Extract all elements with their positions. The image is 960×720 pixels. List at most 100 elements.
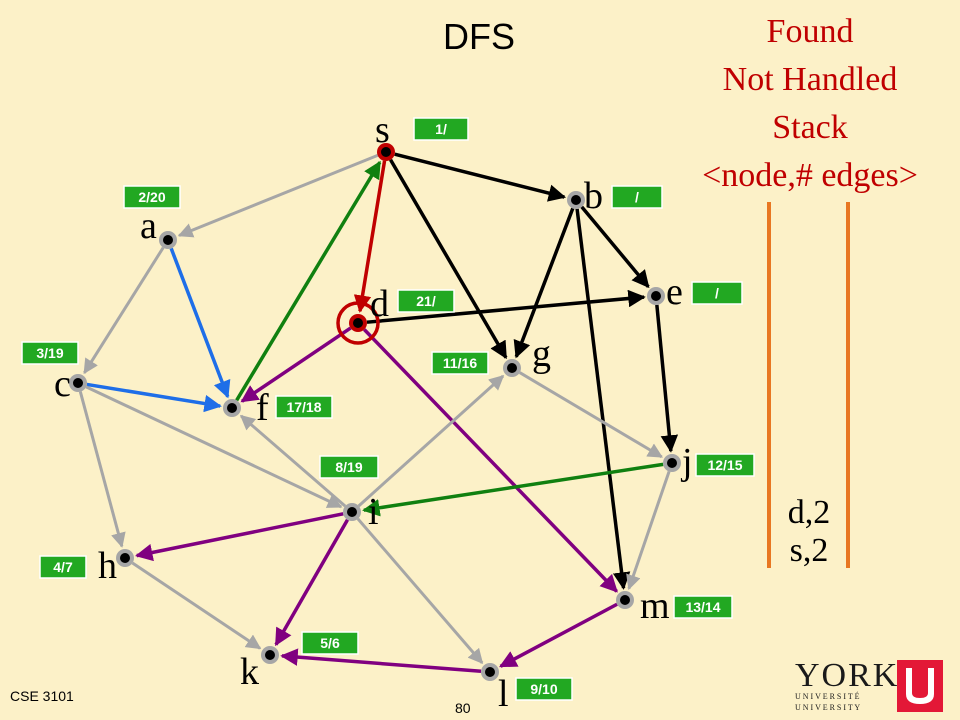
time-box-d — [397, 289, 455, 313]
edge-i-l — [356, 517, 484, 665]
time-label-g: 11/16 — [443, 355, 477, 371]
time-box-e — [691, 281, 743, 305]
time-box-a — [123, 185, 181, 209]
node-e: e / — [647, 271, 743, 313]
legend-found: Found — [766, 13, 854, 50]
time-label-d: 21/ — [416, 293, 436, 309]
page-title: DFS — [443, 16, 515, 57]
node-h: h 4/7 — [39, 545, 134, 587]
time-label-j: 12/15 — [707, 457, 742, 473]
node-label-c: c — [54, 363, 71, 405]
node-label-b: b — [584, 175, 603, 217]
node-dot-g — [507, 363, 517, 373]
time-label-s: 1/ — [435, 121, 447, 137]
node-m: m 13/14 — [616, 585, 733, 627]
edge-d-f — [240, 326, 352, 403]
edge-d-m — [362, 328, 618, 593]
time-box-c — [21, 341, 79, 365]
course-label: CSE 3101 — [10, 688, 74, 704]
edge-i-g — [357, 374, 505, 508]
edge-e-j — [655, 304, 679, 453]
edge-i-h — [135, 512, 344, 562]
node-label-a: a — [140, 205, 157, 247]
node-dot-l — [485, 667, 495, 677]
time-box-f — [275, 395, 333, 419]
time-box-k — [301, 631, 359, 655]
node-a: a2/20 — [123, 185, 181, 249]
time-label-m: 13/14 — [685, 599, 720, 615]
node-g: g 11/16 — [431, 333, 551, 377]
current-node-ring — [336, 301, 380, 345]
time-label-a: 2/20 — [138, 189, 165, 205]
edge-j-i — [362, 462, 664, 517]
edge-b-m — [575, 208, 631, 590]
node-label-k: k — [240, 651, 259, 693]
edge-s-b — [394, 152, 567, 202]
node-label-d: d — [370, 283, 389, 325]
node-dot-e — [651, 291, 661, 301]
time-label-l: 9/10 — [530, 681, 557, 697]
node-d: d 21/ — [336, 283, 455, 345]
legend-node-edges: <node,# edges> — [702, 157, 918, 194]
stack-item-top: d,2 — [787, 494, 831, 531]
time-box-g — [431, 351, 489, 375]
edge-d-e — [366, 289, 646, 324]
york-logo-word: YORK — [795, 657, 900, 694]
edge-c-i — [85, 385, 343, 509]
time-box-m — [673, 595, 733, 619]
node-dot-i — [347, 507, 357, 517]
node-dot-b — [571, 195, 581, 205]
node-b: b / — [567, 175, 663, 217]
node-label-m: m — [640, 585, 670, 627]
edge-c-f — [86, 382, 222, 413]
node-dot-c — [73, 378, 83, 388]
time-box-j — [695, 453, 755, 477]
time-label-e: / — [715, 285, 719, 301]
time-box-l — [515, 677, 573, 701]
edge-a-f — [169, 247, 231, 399]
node-i: i 8/19 — [319, 455, 379, 533]
node-s: s 1/ — [375, 109, 469, 161]
node-label-j: j — [680, 441, 693, 483]
stack-item-bottom: s,2 — [789, 532, 829, 569]
legend-not-handled: Not Handled — [722, 61, 898, 98]
node-dot-k — [265, 650, 275, 660]
node-l: l 9/10 — [481, 663, 573, 715]
edge-i-f — [239, 414, 347, 508]
time-label-b: / — [635, 189, 639, 205]
time-label-h: 4/7 — [53, 559, 73, 575]
york-logo-mark — [897, 660, 943, 712]
node-label-i: i — [368, 491, 379, 533]
node-label-s: s — [375, 109, 390, 151]
node-label-h: h — [98, 545, 117, 587]
edge-b-e — [580, 205, 650, 289]
time-label-f: 17/18 — [286, 399, 321, 415]
edge-b-g — [513, 207, 575, 359]
edge-l-k — [280, 648, 482, 674]
node-label-f: f — [256, 387, 269, 429]
edge-i-k — [274, 518, 350, 647]
node-dot-d — [353, 318, 363, 328]
node-dot-a — [163, 235, 173, 245]
time-box-h — [39, 555, 87, 579]
edge-a-c — [83, 246, 165, 375]
time-label-k: 5/6 — [320, 635, 340, 651]
node-dot-j — [667, 458, 677, 468]
edge-s-d — [353, 160, 387, 313]
edge-s-a — [177, 153, 379, 238]
node-dot-f — [227, 403, 237, 413]
node-dot-s — [381, 147, 391, 157]
time-box-b — [611, 185, 663, 209]
time-label-c: 3/19 — [36, 345, 63, 361]
node-k: k 5/6 — [240, 631, 359, 693]
edge-s-g — [389, 158, 508, 360]
node-c: c 3/19 — [21, 341, 87, 405]
time-box-s — [413, 117, 469, 141]
edge-j-m — [626, 471, 671, 591]
york-logo-line1: U N I V E R S I T É — [795, 692, 860, 701]
page-number: 80 — [455, 700, 471, 716]
edge-h-k — [131, 561, 262, 650]
node-label-l: l — [498, 673, 509, 715]
node-dot-h — [120, 553, 130, 563]
